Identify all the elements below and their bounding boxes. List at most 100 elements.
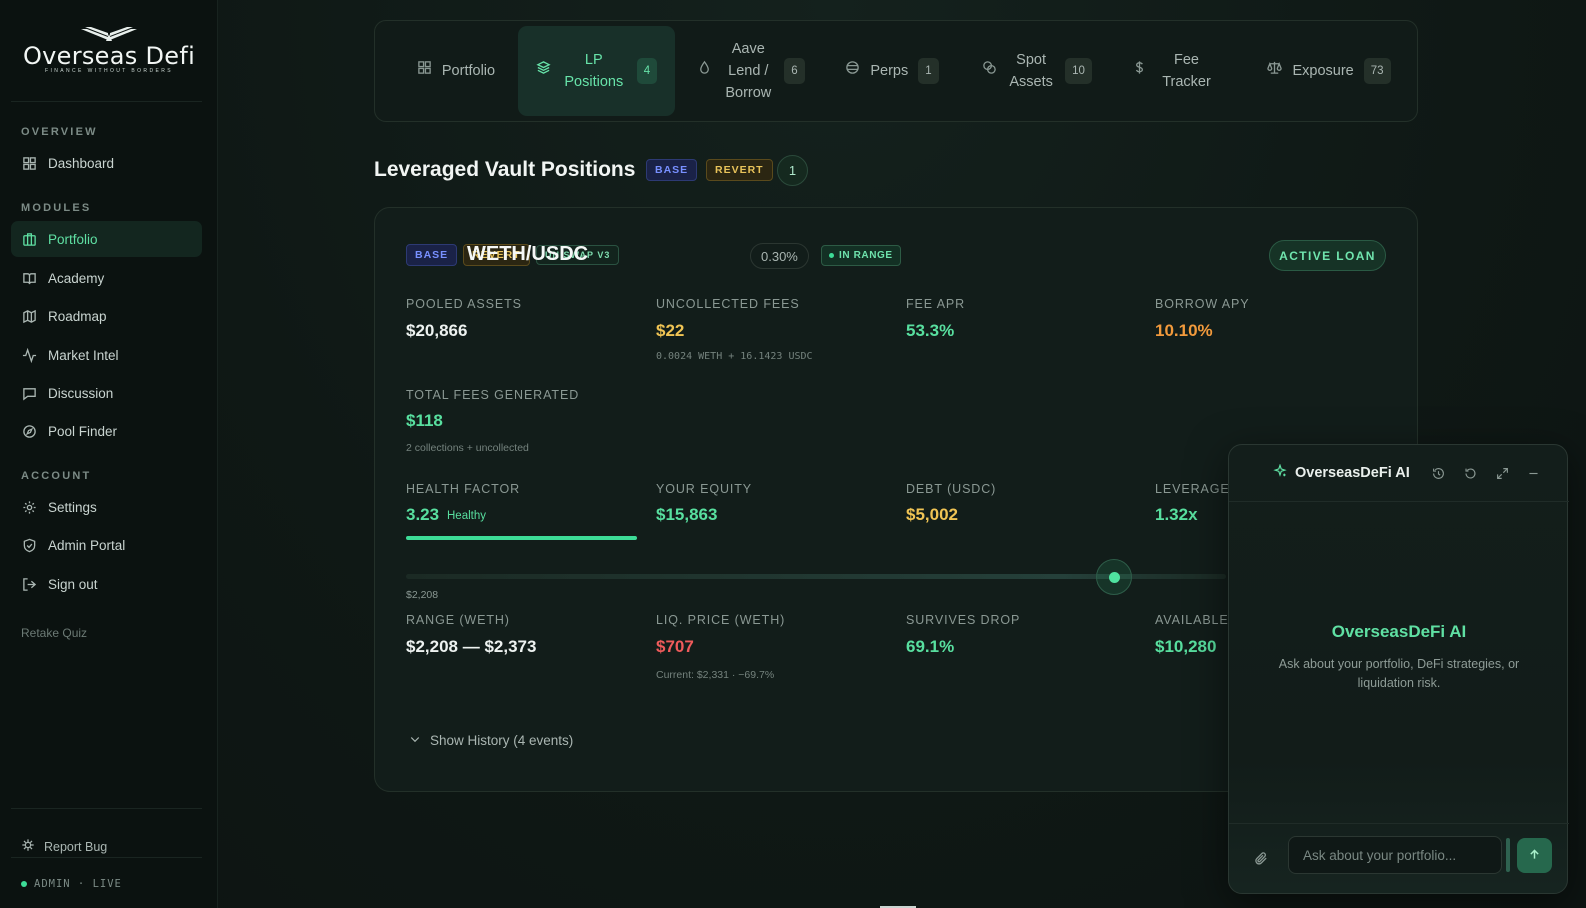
drop-icon <box>697 60 712 82</box>
tab-perps[interactable]: Perps 1 <box>833 26 951 116</box>
refresh-icon[interactable] <box>1462 465 1478 481</box>
show-history-label: Show History (4 events) <box>430 733 574 748</box>
sidebar-item-admin-portal[interactable]: Admin Portal <box>11 527 202 563</box>
stat-label: FEE APR <box>906 297 966 311</box>
tab-count-badge: 73 <box>1363 58 1391 84</box>
sidebar-item-pool-finder[interactable]: Pool Finder <box>11 413 202 449</box>
live-dot-icon <box>21 881 27 887</box>
scale-icon <box>1267 60 1283 82</box>
retake-quiz-link[interactable]: Retake Quiz <box>21 626 88 640</box>
ai-empty-title: OverseasDeFi AI <box>1331 622 1467 641</box>
stat-label: AVAILABLE <box>1155 613 1229 627</box>
tab-lp-positions[interactable]: LP Positions 4 <box>518 26 675 116</box>
minimize-icon[interactable] <box>1525 465 1541 481</box>
liq-price-value: $707 <box>656 637 694 656</box>
sidebar-item-market-intel[interactable]: Market Intel <box>11 337 202 373</box>
available-value: $10,280 <box>1155 637 1217 656</box>
ai-chat-footer <box>1229 823 1569 895</box>
tab-fee-tracker[interactable]: Fee Tracker <box>1118 26 1230 116</box>
shield-icon <box>21 537 37 553</box>
position-count-badge: 1 <box>777 155 808 186</box>
stat-label: POOLED ASSETS <box>406 297 522 311</box>
sidebar-item-label: Settings <box>48 499 97 515</box>
tab-bar: Portfolio LP Positions 4 Aave Lend / Bor… <box>374 20 1418 122</box>
tab-portfolio[interactable]: Portfolio <box>391 26 521 116</box>
stat-label: HEALTH FACTOR <box>406 482 521 496</box>
dollar-icon <box>1132 60 1147 82</box>
send-button[interactable] <box>1517 838 1552 873</box>
sidebar-item-settings[interactable]: Settings <box>11 489 202 525</box>
paperclip-icon[interactable] <box>1254 851 1269 871</box>
sidebar-item-roadmap[interactable]: Roadmap <box>11 298 202 334</box>
section-title: Leveraged Vault Positions <box>374 158 636 181</box>
sidebar-item-label: Academy <box>48 270 105 286</box>
protocol-badge: REVERT <box>463 244 530 266</box>
expand-icon[interactable] <box>1494 465 1510 481</box>
range-low-label: $2,208 <box>406 589 439 601</box>
tab-label: Exposure <box>1292 63 1354 79</box>
status-indicator: ADMIN · LIVE <box>21 878 122 890</box>
sidebar-item-dashboard[interactable]: Dashboard <box>11 145 202 181</box>
tab-count-badge: 4 <box>636 58 658 84</box>
sidebar-item-label: Sign out <box>48 576 98 592</box>
range-status-label: IN RANGE <box>839 250 893 261</box>
price-range-track <box>406 574 1226 579</box>
history-icon[interactable] <box>1430 465 1446 481</box>
divider <box>11 857 202 858</box>
fee-tier-badge: 0.30% <box>750 243 809 269</box>
compass-icon <box>21 423 37 439</box>
tab-exposure[interactable]: Exposure 73 <box>1255 26 1403 116</box>
sidebar-item-discussion[interactable]: Discussion <box>11 375 202 411</box>
dex-badge: UNISWAP V3 <box>536 245 620 265</box>
brand-name: Overseas Defi <box>22 42 196 70</box>
sidebar-item-label: Portfolio <box>48 231 98 247</box>
divider <box>11 808 202 809</box>
stat-label: UNCOLLECTED FEES <box>656 297 800 311</box>
stat-label: YOUR EQUITY <box>656 482 753 496</box>
sidebar-item-label: Discussion <box>48 385 114 401</box>
report-bug-label: Report Bug <box>44 839 108 854</box>
uncollected-fees-breakdown: 0.0024 WETH + 16.1423 USDC <box>656 351 813 362</box>
report-bug-button[interactable]: Report Bug <box>21 838 107 855</box>
stat-label: BORROW APY <box>1155 297 1250 311</box>
tab-label: Aave Lend / Borrow <box>725 41 772 101</box>
briefcase-icon <box>21 231 37 247</box>
sidebar-item-sign-out[interactable]: Sign out <box>11 566 202 602</box>
total-fees-value: $118 <box>406 411 443 430</box>
sidebar-item-label: Dashboard <box>48 155 115 171</box>
logout-icon <box>21 576 37 592</box>
fee-apr-value: 53.3% <box>906 321 955 340</box>
section-label-account: ACCOUNT <box>21 470 92 482</box>
loan-status-badge: ACTIVE LOAN <box>1269 240 1386 271</box>
status-dot-icon <box>829 253 834 258</box>
sidebar-item-portfolio[interactable]: Portfolio <box>11 221 202 257</box>
grid-icon <box>21 155 37 171</box>
chart-circle-icon <box>845 60 860 82</box>
tab-spot-assets[interactable]: Spot Assets 10 <box>968 26 1106 116</box>
tab-count-badge: 1 <box>918 58 939 84</box>
health-factor-value: 3.23 <box>406 505 440 524</box>
stat-label: LEVERAGE <box>1155 482 1230 496</box>
ai-chat-header: OverseasDeFi AI <box>1229 445 1569 502</box>
stat-label: LIQ. PRICE (WETH) <box>656 613 786 627</box>
stat-label: TOTAL FEES GENERATED <box>406 388 580 402</box>
sparkle-icon <box>1273 463 1287 482</box>
total-fees-note: 2 collections + uncollected <box>406 442 529 454</box>
tab-label: Perps <box>870 63 909 79</box>
pooled-assets-value: $20,866 <box>406 321 468 340</box>
ai-chat-input[interactable] <box>1288 836 1502 874</box>
layers-icon <box>536 60 551 82</box>
tab-label: Spot Assets <box>1009 52 1053 90</box>
sidebar-item-academy[interactable]: Academy <box>11 260 202 296</box>
chain-badge: BASE <box>646 159 698 181</box>
ai-chat-panel: OverseasDeFi AI OverseasDeFi AI Ask abou… <box>1228 444 1569 895</box>
survives-drop-value: 69.1% <box>906 637 955 656</box>
show-history-toggle[interactable]: Show History (4 events) <box>409 733 573 748</box>
pair-title: WETH/USDC <box>467 243 589 265</box>
map-icon <box>21 308 37 324</box>
chain-badge: BASE <box>406 244 458 266</box>
tab-aave-lend-borrow[interactable]: Aave Lend / Borrow 6 <box>688 26 814 116</box>
tab-label: Fee Tracker <box>1162 52 1211 90</box>
brand-logo[interactable]: Overseas Defi FINANCE WITHOUT BORDERS <box>0 26 218 74</box>
sidebar-item-label: Roadmap <box>48 308 107 324</box>
